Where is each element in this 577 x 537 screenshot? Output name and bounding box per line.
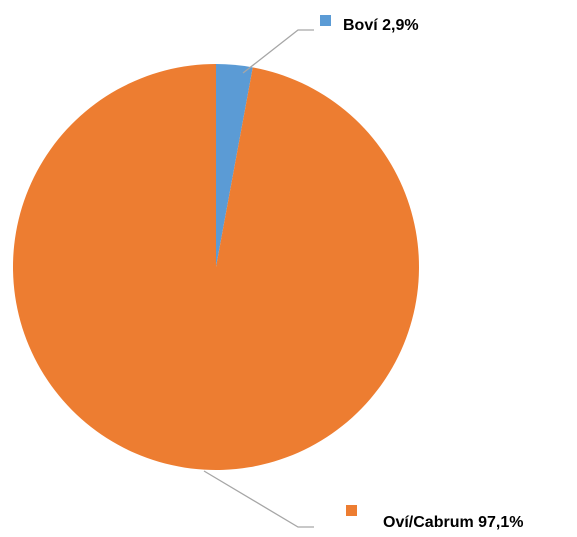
data-label: Boví 2,9% [343, 17, 419, 34]
data-label-marker [346, 505, 357, 516]
data-label: Oví/Cabrum 97,1% [383, 514, 524, 531]
slices-layer [12, 64, 419, 470]
leader-line [242, 29, 314, 74]
leader-line [203, 470, 314, 528]
data-label-marker [320, 15, 331, 26]
leader-lines-layer [203, 29, 314, 528]
pie-slice-ov-cabrum [12, 64, 419, 470]
pie-slice-bov- [216, 64, 253, 267]
data-labels-layer: Boví 2,9% Oví/Cabrum 97,1% [320, 15, 524, 531]
